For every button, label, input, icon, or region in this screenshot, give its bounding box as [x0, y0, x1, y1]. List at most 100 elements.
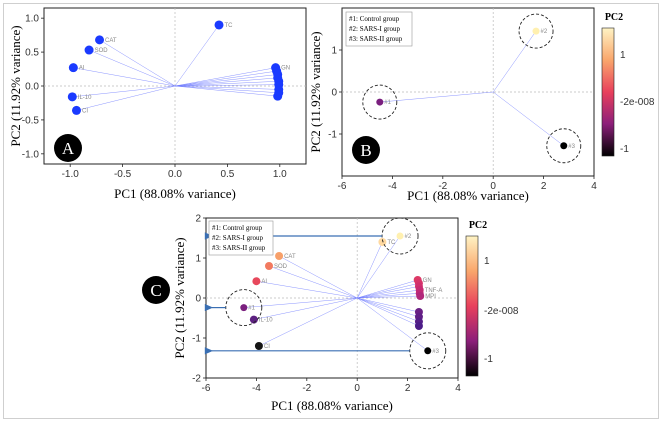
x-tick-label: -2: [438, 181, 447, 192]
y-tick-label: -1: [328, 130, 337, 141]
panel-a-point: [84, 45, 94, 55]
panel-c-variable-point-vector: [356, 241, 383, 299]
y-tick-label: -0.5: [22, 115, 40, 126]
panel-c-variable-point: [275, 252, 284, 260]
panel-c-group-point: [396, 232, 404, 240]
panel-b-vectors: [379, 30, 564, 146]
panel-b-group-point-label: #1: [384, 100, 391, 106]
panel-c-variable-point-vector: [357, 292, 420, 299]
panel-c-group-point-vector: [357, 297, 428, 352]
panel-c-variable-point-vector: [357, 279, 418, 299]
panel-c-badge: [142, 276, 170, 304]
panel-a-badge-label: A: [62, 139, 75, 158]
panel-c-colorbar-tick-2: -2e-008: [484, 306, 519, 317]
panel-c-vectors: [243, 235, 428, 352]
panel-a: -1.0 -0.5 0.0 0.5 1.0 -1.0 -0.5 0.0 0.5 1.0 TC CAT…: [8, 7, 307, 201]
panel-a-vectors: [72, 24, 279, 111]
x-tick-label: 2: [541, 181, 547, 192]
panel-c-variable-point-label: SOD: [274, 264, 288, 270]
x-tick-label: -4: [252, 383, 261, 394]
panel-c-group-point: [240, 304, 248, 312]
panel-b-group-ellipse: [518, 13, 554, 49]
panel-b-legend-item-2: #2: SARS-I group: [349, 25, 400, 33]
panel-c-group-point-label: #1: [248, 306, 255, 312]
panel-b: -6 -4 -2 0 2 4 -1 0 1 #1 #2 #3 #1: Control group #…: [308, 7, 655, 203]
panel-c-variable-point-vector: [357, 297, 420, 318]
panel-a-point-vector: [174, 24, 220, 87]
panel-b-group-point-vector: [379, 91, 494, 103]
x-tick-label: 2: [405, 383, 411, 394]
panel-a-point-vector: [174, 74, 278, 87]
y-tick-label: 0.0: [25, 82, 39, 93]
panel-a-ylabel: PC2 (11.92% variance): [8, 25, 23, 146]
panel-a-point-vector: [76, 85, 176, 111]
panel-b-group-point: [376, 98, 384, 106]
panel-c-variable-point-vector: [357, 282, 419, 299]
x-tick-label: -4: [388, 181, 397, 192]
panel-a-point-vector: [88, 49, 176, 87]
panel-c-variable-point-vector: [357, 297, 420, 327]
panel-a-point-label: GN: [281, 66, 290, 72]
panel-b-group-point-label: #3: [568, 144, 575, 150]
panel-b-group-ellipse: [362, 84, 398, 120]
panel-a-point: [214, 20, 224, 30]
panel-b-group-point-vector: [493, 91, 564, 146]
panel-b-group-point: [532, 27, 540, 35]
panel-c-variable-point: [249, 315, 258, 324]
x-tick-label: -1.0: [62, 169, 80, 180]
panel-c-variable-point-vector: [253, 297, 358, 320]
panel-b-group-ellipse: [546, 128, 582, 164]
panel-c-variable-point-label: CAT: [284, 254, 296, 260]
panel-c-variable-point: [265, 262, 273, 270]
panel-c-legend-item-3: #3: SARS-II group: [212, 244, 266, 252]
panel-b-xlabel: PC1 (88.08% variance): [407, 188, 529, 203]
panel-b-legend: #1: Control group #2: SARS-I group #3: S…: [345, 11, 413, 47]
panel-b-colorbar-tick-2: -2e-008: [620, 97, 655, 108]
panel-c-variable-point: [416, 292, 425, 300]
panel-a-point: [67, 92, 77, 102]
panel-a-point-vector: [174, 70, 277, 87]
x-tick-label: 0: [490, 181, 496, 192]
panel-c-variable-point-vector: [258, 297, 358, 347]
panel-a-point-vector: [174, 84, 279, 87]
x-tick-label: 4: [591, 181, 597, 192]
panel-c-variable-point-vector: [256, 280, 358, 299]
y-tick-label: 1: [195, 254, 201, 265]
panel-a-point-vector: [174, 85, 279, 94]
panel-c-variable-point-label: TC: [387, 240, 396, 246]
y-tick-label: 2: [195, 214, 201, 225]
panel-a-point-label: AI: [79, 66, 85, 72]
panel-c-variable-point-vector: [268, 265, 358, 299]
x-tick-label: -0.5: [114, 169, 132, 180]
y-tick-label: 0: [195, 294, 201, 305]
panel-c-group-point-vector: [356, 235, 401, 299]
panel-a-point-vector: [73, 67, 176, 87]
panel-c-variable-point-label: GN: [423, 278, 432, 284]
panel-c-group-point-label: #2: [405, 234, 412, 240]
panel-b-group-point: [560, 142, 568, 150]
panel-c-colorbar-tick-1: 1: [484, 256, 490, 267]
x-tick-label: 1.0: [273, 169, 287, 180]
y-tick-label: 1: [331, 46, 337, 57]
panel-b-axes: -6 -4 -2 0 2 4 -1 0 1: [328, 8, 597, 192]
panel-a-point: [68, 63, 78, 73]
panel-b-legend-item-1: #1: Control group: [349, 15, 400, 23]
panel-a-point-label: CI: [82, 108, 88, 114]
panel-a-point: [71, 105, 81, 115]
panel-c-variable-point-vector: [357, 289, 420, 299]
panel-c-colorbar: PC2 1 -2e-008 -1: [465, 220, 519, 377]
panel-c-group-point: [424, 347, 432, 355]
panel-c-variable-point-label: AI: [261, 279, 267, 285]
panel-b-colorbar-tick-1: 1: [620, 50, 626, 61]
panel-a-point-vector: [72, 85, 176, 98]
y-tick-label: 1.0: [25, 14, 39, 25]
panel-c-group-point-vector: [243, 297, 358, 308]
panel-c-variable-point-label: IL-10: [259, 318, 273, 324]
panel-c-variable-point-label: TNF-A: [425, 288, 443, 294]
panel-a-point-label: CAT: [105, 38, 117, 44]
panel-a-points: TC CAT SOD AI IL-10 CI GN: [67, 20, 290, 115]
panel-b-colorbar: PC2 1 -2e-008 -1: [601, 12, 655, 157]
panel-c-legend-item-2: #2: SARS-I group: [212, 234, 263, 242]
y-tick-label: 0.5: [25, 48, 39, 59]
